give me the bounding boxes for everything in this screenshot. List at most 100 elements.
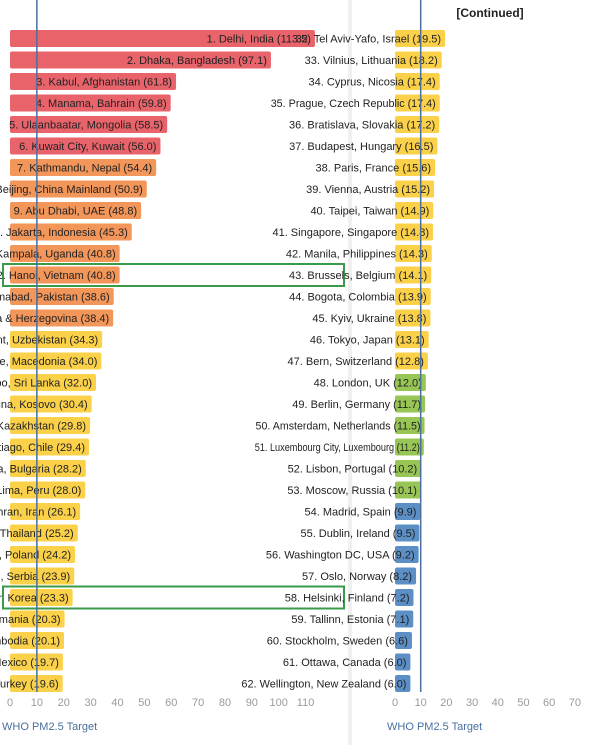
x-tick-label: 0 xyxy=(392,697,398,709)
bar-label: 14. Sarajevo, Bosnia & Herzegovina (38.4… xyxy=(0,313,109,325)
bar-23 xyxy=(10,503,81,520)
x-tick-label: 70 xyxy=(192,697,204,709)
bar-47 xyxy=(395,352,428,370)
bar-36 xyxy=(395,116,440,133)
bar-label: 9. Abu Dhabi, UAE (48.8) xyxy=(14,206,138,218)
bar-label: 2. Dhaka, Bangladesh (97.1) xyxy=(127,55,267,67)
bar-label: 48. London, UK (12.0) xyxy=(314,378,422,390)
x-tick-label: 60 xyxy=(543,697,555,709)
bar-55 xyxy=(395,524,420,542)
bar-label: 34. Cyprus, Nicosia (17.4) xyxy=(309,77,436,89)
bar-label: 50. Amsterdam, Netherlands (11.5) xyxy=(256,421,421,433)
bar-label: 23. Tehran, Iran (26.1) xyxy=(0,507,76,519)
bar-label: 35. Prague, Czech Republic (17.4) xyxy=(271,98,436,110)
bar-48 xyxy=(395,374,426,391)
x-tick-label: 60 xyxy=(165,697,177,709)
x-tick-label: 80 xyxy=(219,697,231,709)
bar-label: 43. Brussels, Belgium (14.1) xyxy=(289,270,427,282)
bar-52 xyxy=(395,460,422,477)
bar-5 xyxy=(10,116,168,133)
bar-label: 55. Dublin, Ireland (9.5) xyxy=(300,528,415,540)
bar-39 xyxy=(395,180,435,198)
bar-50 xyxy=(395,417,425,434)
bar-label: 11. Kampala, Uganda (40.8) xyxy=(0,249,116,261)
bar-label: 21. Sofia, Bulgaria (28.2) xyxy=(0,464,82,476)
bar-label: 19. Astana, Kazakhstan (29.8) xyxy=(0,421,86,433)
bar-18 xyxy=(10,395,92,413)
x-tick-label: 110 xyxy=(297,697,315,709)
bar-label: 32. Tel Aviv-Yafo, Israel (19.5) xyxy=(296,34,442,46)
bar-label: 57. Oslo, Norway (8.2) xyxy=(302,571,412,583)
bar-7 xyxy=(10,159,157,176)
bar-61 xyxy=(395,653,411,671)
bar-label: 49. Berlin, Germany (11.7) xyxy=(292,399,421,411)
bar-35 xyxy=(395,94,440,112)
bar-62 xyxy=(395,675,411,692)
bar-53 xyxy=(395,481,421,499)
who-target-label: WHO PM2.5 Target xyxy=(2,721,97,733)
bar-label: 44. Bogota, Colombia (13.9) xyxy=(289,292,427,304)
bar-21 xyxy=(10,460,86,477)
x-tick-label: 40 xyxy=(492,697,504,709)
bar-37 xyxy=(395,137,438,155)
bar-34 xyxy=(395,73,440,90)
bar-13 xyxy=(10,288,114,305)
bar-40 xyxy=(395,202,434,219)
bar-label: 47. Bern, Switzerland (12.8) xyxy=(288,356,424,368)
bar-label: 22. Lima, Peru (28.0) xyxy=(0,485,81,497)
highlight-box xyxy=(2,263,345,287)
bar-1 xyxy=(10,30,315,47)
x-tick-label: 50 xyxy=(138,697,150,709)
bar-19 xyxy=(10,417,91,434)
bar-label: 5. Ulaanbaatar, Mongolia (58.5) xyxy=(9,120,163,132)
right-panel-chart: 32. Tel Aviv-Yafo, Israel (19.5) 33. Viln… xyxy=(241,0,581,733)
bar-label: 7. Kathmandu, Nepal (54.4) xyxy=(17,163,152,175)
bar-label: 45. Kyiv, Ukraine (13.8) xyxy=(312,313,426,325)
bar-label: 62. Wellington, New Zealand (6.0) xyxy=(241,679,406,691)
bar-label: 1. Delhi, India (113.5) xyxy=(207,34,311,46)
x-tick-label: 0 xyxy=(7,697,13,709)
bar-label: 4. Manama, Bahrain (59.8) xyxy=(36,98,167,110)
continued-label: [Continued] xyxy=(456,6,523,20)
bar-label: 26. Belgrade, Serbia (23.9) xyxy=(0,571,70,583)
bar-label: 6. Kuwait City, Kuwait (56.0) xyxy=(19,141,156,153)
bar-label: 33. Vilnius, Lithuania (18.2) xyxy=(305,55,438,67)
bar-9 xyxy=(10,202,142,219)
left-panel-chart: 1. Delhi, India (113.5) 2. Dhaka, Banglad… xyxy=(0,0,345,733)
bar-60 xyxy=(395,632,412,649)
bar-10 xyxy=(10,223,132,241)
bar-label: 29. Phnom Penh, Cambodia (20.1) xyxy=(0,636,60,648)
bar-16 xyxy=(10,352,102,370)
bar-43 xyxy=(395,266,432,284)
bar-15 xyxy=(10,331,103,348)
bar-label: 16. Skopje, Macedonia (34.0) xyxy=(0,356,97,368)
bar-label: 25. Warsaw, Poland (24.2) xyxy=(0,550,71,562)
bar-label: 61. Ottawa, Canada (6.0) xyxy=(283,657,407,669)
bar-label: 53. Moscow, Russia (10.1) xyxy=(287,485,417,497)
bar-label: 51. Luxembourg City, Luxembourg (11.2) xyxy=(255,442,420,454)
bar-24 xyxy=(10,524,78,542)
x-tick-label: 10 xyxy=(31,697,43,709)
bar-57 xyxy=(395,567,417,585)
bar-2 xyxy=(10,51,271,69)
bar-label: 15. Tashkent, Uzbekistan (34.3) xyxy=(0,335,98,347)
bar-label: 27. Seoul, South Korea (23.3) xyxy=(0,593,69,605)
bar-label: 54. Madrid, Spain (9.9) xyxy=(305,507,417,519)
bar-label: 52. Lisbon, Portugal (10.2) xyxy=(288,464,418,476)
bar-label: 17. Colombo, Sri Lanka (32.0) xyxy=(0,378,92,390)
bar-51 xyxy=(395,438,424,456)
bar-8 xyxy=(10,180,147,198)
highlight-box xyxy=(2,585,345,610)
bar-56 xyxy=(395,546,419,563)
bar-label: 39. Vienna, Austria (15.2) xyxy=(306,184,430,196)
bar-label: 59. Tallinn, Estonia (7.1) xyxy=(291,614,409,626)
x-tick-label: 90 xyxy=(246,697,258,709)
x-tick-label: 40 xyxy=(111,697,123,709)
bar-25 xyxy=(10,546,76,563)
x-tick-label: 30 xyxy=(466,697,478,709)
bar-49 xyxy=(395,395,426,413)
bar-33 xyxy=(395,51,442,69)
bar-44 xyxy=(395,288,431,305)
bar-label: 58. Helsinki, Finland (7.2) xyxy=(285,593,410,605)
